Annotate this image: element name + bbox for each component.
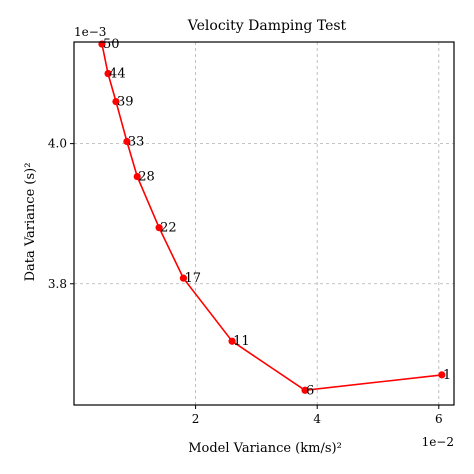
point-label: 1 [443,368,451,383]
point-label: 33 [128,135,145,150]
x-axis-label: Model Variance (km/s)² [188,441,342,456]
grid [74,42,454,405]
chart-title: Velocity Damping Test [187,18,347,34]
plot-frame [73,41,455,406]
y-tick-label: 3.8 [48,277,67,291]
x-tick-label: 4 [313,412,321,426]
data-point [133,172,141,181]
data-point [123,137,131,146]
data-point [155,224,163,232]
data-point [104,69,112,78]
point-label: 22 [160,221,177,236]
x-axis-scale-label: 1e−2 [422,435,454,449]
axis-ticks: 2 4 6 3.8 4.0 [48,137,443,426]
point-label: 50 [103,37,120,52]
y-axis-label: Data Variance (s)² [23,163,38,282]
y-tick-label: 4.0 [48,137,67,151]
y-axis-scale-label: 1e−3 [74,25,106,39]
x-tick-label: 6 [435,412,443,426]
point-label: 11 [233,334,250,349]
point-label: 44 [109,67,126,82]
data-point [179,274,188,282]
x-tick-label: 2 [192,412,200,426]
data-point [301,386,309,394]
point-label: 17 [184,271,201,286]
point-label: 39 [117,95,134,110]
data-point [228,337,236,345]
data-point [112,97,120,106]
data-point [438,371,446,379]
series: 50 44 39 33 28 22 17 11 6 1 [98,37,451,398]
point-label: 6 [306,383,314,398]
series-line [101,43,442,392]
point-label: 28 [138,170,155,185]
